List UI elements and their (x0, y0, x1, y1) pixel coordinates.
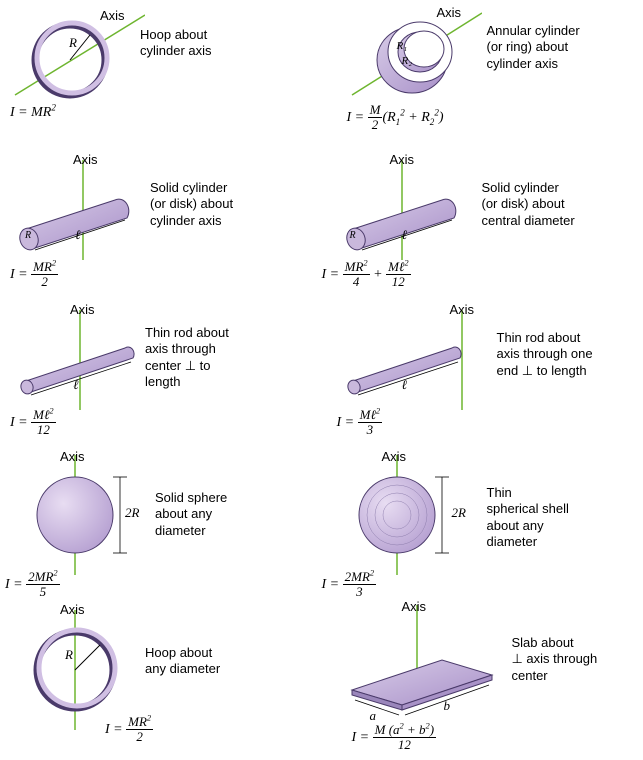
formula: I = MR22 (105, 715, 153, 745)
formula: I = M2(R12 + R22) (347, 103, 444, 133)
cell-hoop-cylinder-axis: R Axis Hoop about cylinder axis I = MR2 (5, 5, 322, 155)
dim-l: ℓ (402, 227, 407, 243)
dim-R: R (69, 35, 77, 51)
cell-solid-sphere: 2R Axis Solid sphere about any diameter … (5, 455, 322, 605)
diagram-rod-center (5, 310, 155, 410)
dim-l: ℓ (75, 227, 80, 243)
dim-R: R (350, 230, 356, 241)
description: Solid sphere about any diameter (155, 490, 227, 539)
formula: I = 2MR25 (5, 570, 60, 600)
axis-label: Axis (390, 152, 415, 167)
dim-2R: 2R (125, 505, 139, 521)
cell-solid-cyl-diameter: R ℓ Axis Solid cylinder (or disk) about … (322, 155, 639, 305)
diagram-cyl-diameter (332, 160, 482, 260)
axis-label: Axis (60, 449, 85, 464)
dim-l: ℓ (402, 377, 407, 393)
dim-l: ℓ (73, 377, 78, 393)
description: Thin rod about axis through one end ⊥ to… (497, 330, 593, 379)
dim-R1: R₁ (397, 40, 408, 52)
dim-R: R (65, 647, 73, 663)
axis-label: Axis (450, 302, 475, 317)
description: Slab about ⊥ axis through center (512, 635, 598, 684)
formula: I = 2MR23 (322, 570, 377, 600)
axis-label: Axis (100, 8, 125, 23)
diagram-cyl-axis (5, 160, 155, 260)
moment-of-inertia-grid: R Axis Hoop about cylinder axis I = MR2 … (0, 0, 643, 760)
description: Hoop about any diameter (145, 645, 220, 678)
formula: I = MR2 (10, 105, 56, 121)
cell-hoop-diameter: R Axis Hoop about any diameter I = MR22 (5, 605, 322, 755)
cell-annular-cylinder: R₁ R₂ Axis Annular cylinder (or ring) ab… (322, 5, 639, 155)
diagram-rod-end (332, 310, 492, 410)
dim-b: b (444, 698, 451, 714)
axis-label: Axis (73, 152, 98, 167)
diagram-slab (327, 605, 497, 725)
formula: I = M (a2 + b2)12 (352, 723, 437, 753)
axis-label: Axis (60, 602, 85, 617)
axis-label: Axis (382, 449, 407, 464)
formula: I = Mℓ212 (10, 408, 56, 438)
diagram-sphere (15, 455, 165, 575)
cell-solid-cyl-axis: R ℓ Axis Solid cylinder (or disk) about … (5, 155, 322, 305)
description: Hoop about cylinder axis (140, 27, 212, 60)
dim-2R: 2R (452, 505, 466, 521)
dim-R2: R₂ (402, 55, 413, 67)
description: Solid cylinder (or disk) about central d… (482, 180, 575, 229)
description: Thin rod about axis through center ⊥ to … (145, 325, 229, 390)
formula: I = Mℓ23 (337, 408, 383, 438)
description: Annular cylinder (or ring) about cylinde… (487, 23, 580, 72)
description: Thin spherical shell about any diameter (487, 485, 569, 550)
cell-slab: a b Axis Slab about ⊥ axis through cente… (322, 605, 639, 755)
axis-label: Axis (70, 302, 95, 317)
dim-R: R (25, 230, 31, 241)
formula: I = MR24 + Mℓ212 (322, 260, 411, 290)
formula: I = MR22 (10, 260, 58, 290)
cell-rod-end: ℓ Axis Thin rod about axis through one e… (322, 305, 639, 455)
axis-label: Axis (402, 599, 427, 614)
axis-label: Axis (437, 5, 462, 20)
cell-spherical-shell: 2R Axis Thin spherical shell about any d… (322, 455, 639, 605)
description: Solid cylinder (or disk) about cylinder … (150, 180, 233, 229)
diagram-hoop-diameter (15, 610, 155, 730)
cell-rod-center: ℓ Axis Thin rod about axis through cente… (5, 305, 322, 455)
